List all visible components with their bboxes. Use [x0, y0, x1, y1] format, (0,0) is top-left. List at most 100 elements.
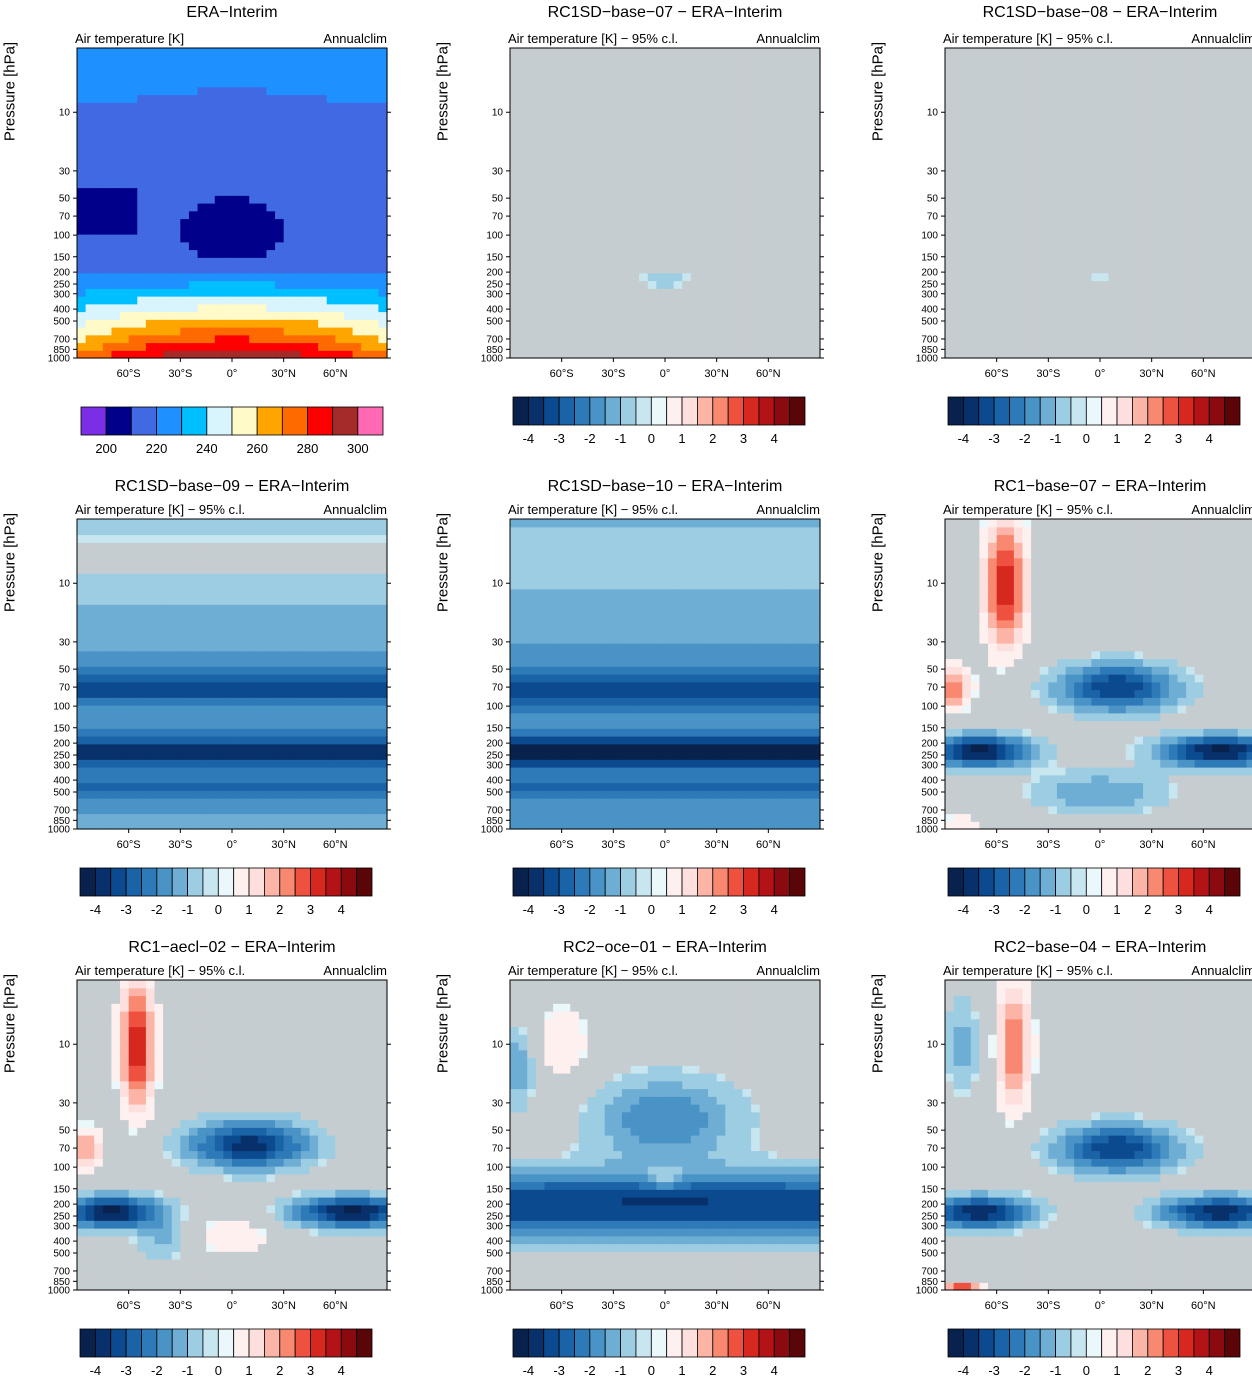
heatmap-cell [1169, 87, 1178, 95]
heatmap-cell [1031, 188, 1040, 196]
heatmap-cell [570, 102, 579, 110]
heatmap-cell [249, 102, 258, 110]
heatmap-cell [1083, 64, 1092, 72]
heatmap-cell [760, 265, 769, 273]
heatmap-cell [1169, 56, 1178, 64]
heatmap-cell [353, 211, 362, 219]
heatmap-cell [1203, 48, 1212, 56]
heatmap-cell [1057, 350, 1066, 358]
heatmap-cell [1143, 195, 1152, 203]
heatmap-cell [249, 790, 258, 798]
heatmap-cell [344, 141, 353, 149]
heatmap-cell [803, 288, 812, 296]
heatmap-cell [129, 203, 138, 211]
heatmap-cell [163, 814, 172, 822]
heatmap-cell [1109, 350, 1118, 358]
heatmap-cell [708, 250, 717, 258]
heatmap-cell [318, 234, 327, 242]
heatmap-cell [353, 95, 362, 103]
heatmap-cell [803, 180, 812, 188]
heatmap-cell [988, 126, 997, 134]
heatmap-cell [1074, 87, 1083, 95]
heatmap-cell [803, 304, 812, 312]
heatmap-cell [1229, 133, 1238, 141]
heatmap-cell [751, 110, 760, 118]
heatmap-cell [335, 48, 344, 56]
heatmap-cell [954, 327, 963, 335]
heatmap-cell [596, 265, 605, 273]
heatmap-cell [656, 102, 665, 110]
heatmap-cell [1143, 164, 1152, 172]
heatmap-cell [588, 149, 597, 157]
heatmap-cell [588, 172, 597, 180]
heatmap-cell [553, 273, 562, 281]
heatmap-cell [1143, 288, 1152, 296]
heatmap-cell [605, 79, 614, 87]
heatmap-cell [1221, 335, 1230, 343]
heatmap-cell [1160, 203, 1169, 211]
heatmap-cell [777, 64, 786, 72]
heatmap-cell [1152, 312, 1161, 320]
heatmap-cell [129, 172, 138, 180]
heatmap-cell [1246, 219, 1252, 227]
heatmap-cell [1246, 164, 1252, 172]
heatmap-cell [674, 164, 683, 172]
heatmap-cell [786, 126, 795, 134]
heatmap-cell [1066, 172, 1075, 180]
heatmap-cell [77, 172, 86, 180]
heatmap-cell [1014, 250, 1023, 258]
heatmap-cell [1109, 133, 1118, 141]
heatmap-cell [241, 327, 250, 335]
heatmap-cell [786, 265, 795, 273]
heatmap-cell [527, 319, 536, 327]
heatmap-cell [266, 257, 275, 265]
heatmap-cell [344, 775, 353, 783]
heatmap-cell [544, 242, 553, 250]
heatmap-cell [137, 180, 146, 188]
heatmap-cell [111, 744, 120, 752]
heatmap-cell [301, 172, 310, 180]
heatmap-cell [954, 126, 963, 134]
heatmap-cell [1126, 141, 1135, 149]
heatmap-cell [639, 180, 648, 188]
heatmap-cell [734, 126, 743, 134]
heatmap-cell [786, 172, 795, 180]
heatmap-cell [743, 102, 752, 110]
heatmap-cell [1100, 203, 1109, 211]
heatmap-cell [1203, 95, 1212, 103]
heatmap-cell [189, 798, 198, 806]
heatmap-cell [768, 296, 777, 304]
heatmap-cell [743, 250, 752, 258]
heatmap-cell [1066, 149, 1075, 157]
heatmap-cell [241, 250, 250, 258]
heatmap-cell [988, 141, 997, 149]
heatmap-cell [519, 319, 528, 327]
heatmap-cell [378, 790, 387, 798]
heatmap-cell [1203, 265, 1212, 273]
heatmap-cell [249, 798, 258, 806]
heatmap-cell [353, 71, 362, 79]
heatmap-cell [223, 821, 232, 829]
heatmap-cell [1246, 118, 1252, 126]
heatmap-cell [94, 242, 103, 250]
heatmap-cell [1100, 180, 1109, 188]
heatmap-cell [232, 327, 241, 335]
heatmap-cell [378, 806, 387, 814]
heatmap-cell [1152, 203, 1161, 211]
heatmap-cell [223, 188, 232, 196]
heatmap-cell [743, 87, 752, 95]
heatmap-cell [198, 821, 207, 829]
heatmap-cell [189, 219, 198, 227]
heatmap-cell [1117, 319, 1126, 327]
heatmap-cell [613, 343, 622, 351]
heatmap-cell [725, 172, 734, 180]
heatmap-cell [743, 234, 752, 242]
heatmap-cell [129, 141, 138, 149]
heatmap-cell [249, 335, 258, 343]
heatmap-cell [648, 71, 657, 79]
heatmap-cell [163, 767, 172, 775]
heatmap-cell [979, 126, 988, 134]
heatmap-cell [198, 211, 207, 219]
heatmap-cell [163, 250, 172, 258]
heatmap-cell [301, 64, 310, 72]
